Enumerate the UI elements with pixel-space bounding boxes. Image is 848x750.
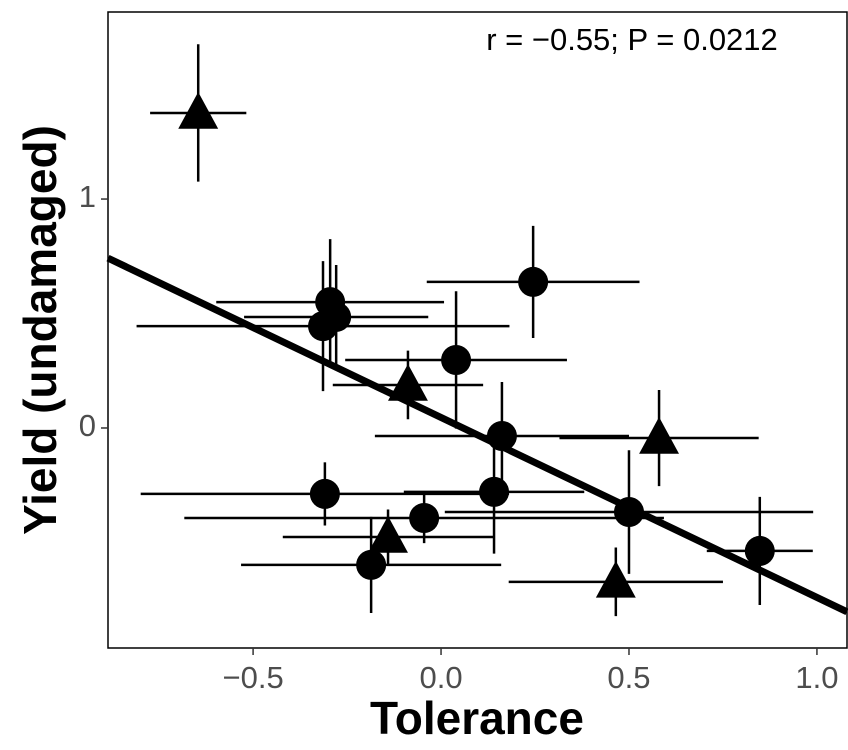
point <box>356 549 387 580</box>
point <box>308 311 339 342</box>
point <box>441 344 472 375</box>
point <box>368 515 408 553</box>
point <box>388 363 428 401</box>
y-tick-label: 0 <box>79 408 96 443</box>
point <box>639 417 680 454</box>
x-tick-label: 0.0 <box>419 660 462 695</box>
x-tick-label: 1.0 <box>795 660 838 695</box>
point <box>518 266 549 297</box>
y-tick-label: 1 <box>79 179 96 214</box>
y-axis-title: Yield (undamaged) <box>14 125 66 535</box>
point <box>595 560 636 598</box>
annotation: r = −0.55; P = 0.0212 <box>486 22 778 57</box>
plot-frame <box>107 11 848 649</box>
point <box>613 497 644 528</box>
x-tick-label: −0.5 <box>222 660 283 695</box>
point <box>486 421 517 451</box>
point <box>309 478 340 509</box>
point <box>479 476 510 507</box>
point <box>744 535 775 566</box>
x-tick-label: 0.5 <box>607 660 650 695</box>
point <box>409 502 440 533</box>
x-axis-title: Tolerance <box>370 692 584 744</box>
point <box>178 91 219 129</box>
